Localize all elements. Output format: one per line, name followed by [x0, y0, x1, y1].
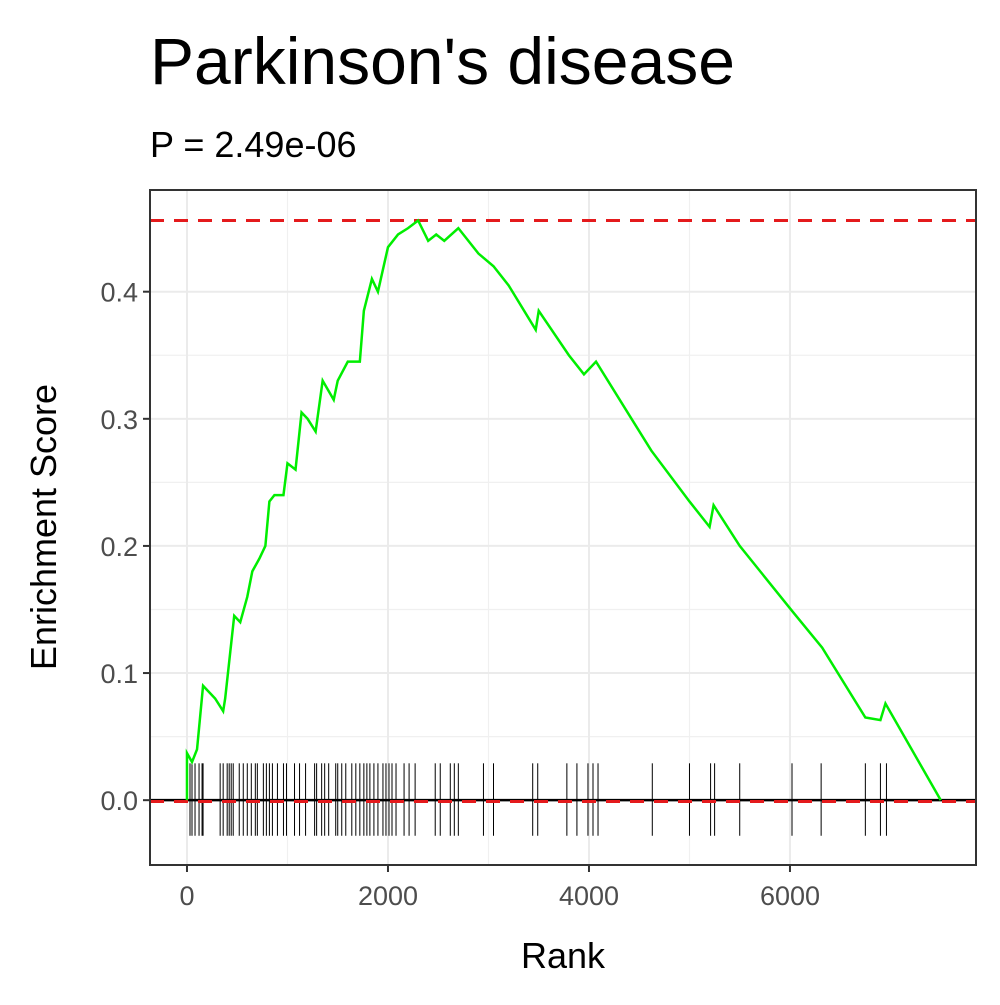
chart-title: Parkinson's disease — [150, 24, 735, 98]
x-tick-label: 0 — [179, 881, 194, 911]
x-tick-label: 6000 — [760, 881, 820, 911]
y-tick-label: 0.3 — [100, 405, 138, 435]
y-tick-label: 0.0 — [100, 786, 138, 816]
y-tick-label: 0.1 — [100, 659, 138, 689]
chart-subtitle: P = 2.49e-06 — [150, 124, 357, 165]
x-tick-label: 4000 — [559, 881, 619, 911]
x-tick-label: 2000 — [358, 881, 418, 911]
y-tick-label: 0.2 — [100, 532, 138, 562]
y-axis-title: Enrichment Score — [23, 384, 64, 670]
es-line — [185, 218, 942, 801]
x-axis-title: Rank — [521, 935, 606, 976]
panel-border — [149, 189, 977, 866]
y-tick-label: 0.4 — [100, 278, 138, 308]
